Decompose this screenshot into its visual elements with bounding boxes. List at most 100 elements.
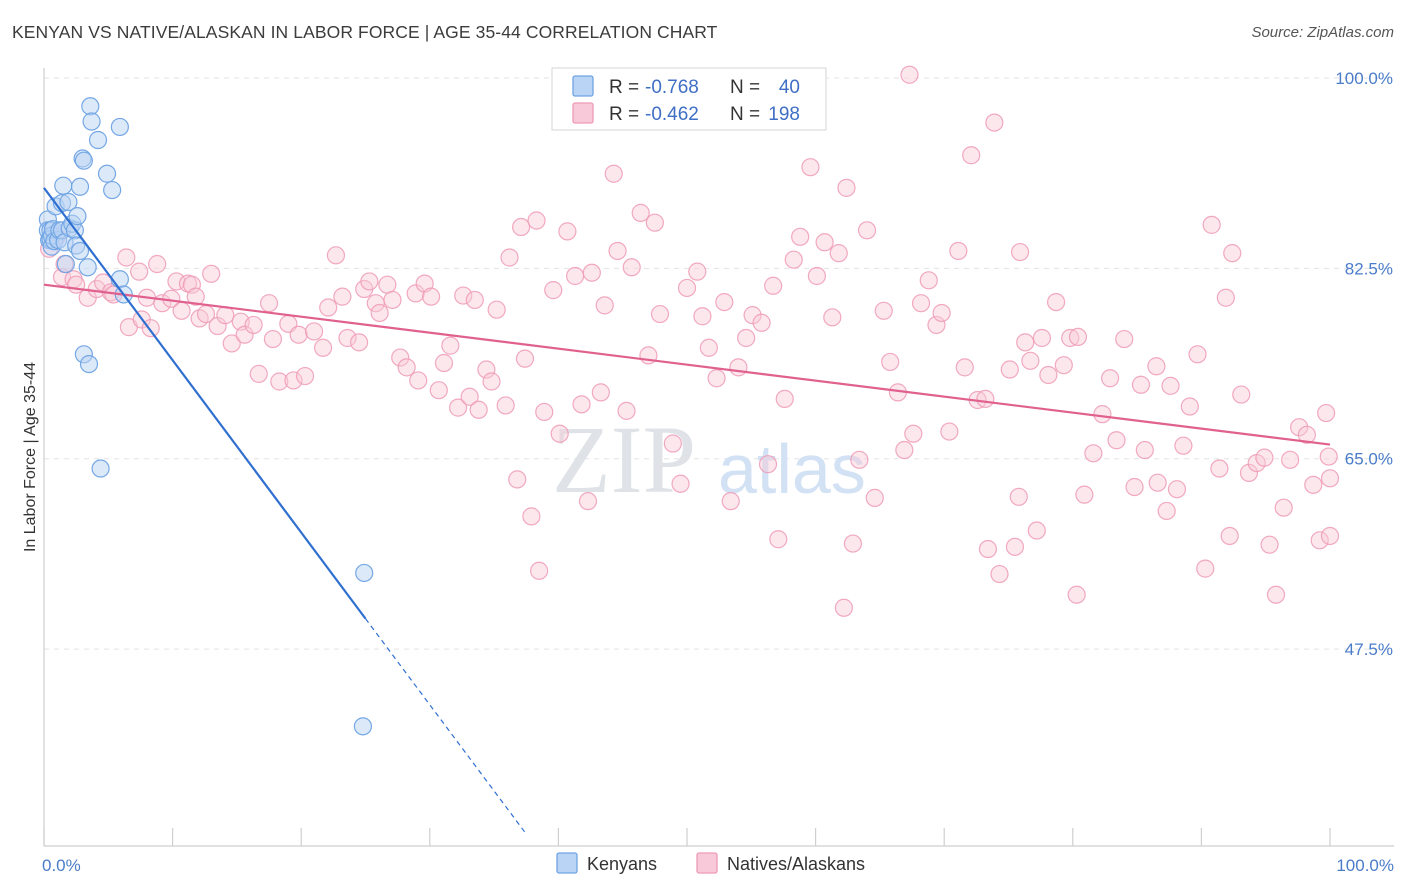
- native-point: [360, 272, 379, 291]
- trend-lines: [43, 187, 1331, 835]
- native-point: [409, 371, 428, 390]
- kenyan-point: [79, 354, 99, 374]
- native-point: [1188, 345, 1207, 364]
- native-point: [1319, 447, 1338, 466]
- watermark-zip: ZIP: [552, 406, 696, 513]
- kenyan-point: [59, 192, 78, 212]
- native-point: [148, 254, 167, 274]
- native-point: [167, 272, 186, 291]
- native-point: [222, 334, 241, 353]
- native-point: [1107, 431, 1126, 450]
- series-legend: Kenyans Natives/Alaskans: [556, 852, 865, 874]
- native-point: [1125, 477, 1144, 497]
- native-point: [604, 164, 623, 183]
- native-point: [319, 298, 338, 317]
- kenyan-point: [110, 270, 129, 289]
- native-point: [270, 372, 289, 391]
- native-r-label: R =: [609, 104, 639, 125]
- native-point: [391, 348, 410, 367]
- native-point: [1131, 375, 1151, 394]
- native-point: [1281, 450, 1300, 469]
- native-point: [919, 271, 938, 290]
- kenyan-trend-line: [43, 187, 367, 620]
- native-point: [87, 279, 106, 299]
- native-point: [1039, 365, 1058, 385]
- x-axis-ticks: [43, 828, 1331, 846]
- native-point: [932, 303, 951, 323]
- native-point: [434, 353, 454, 373]
- native-point: [284, 371, 303, 390]
- kenyans-swatch: [556, 852, 578, 874]
- native-point: [482, 372, 501, 391]
- native-point: [671, 474, 690, 493]
- native-point: [721, 492, 740, 511]
- native-point: [1093, 405, 1112, 424]
- native-point: [1032, 328, 1052, 348]
- native-point: [815, 233, 834, 252]
- native-point: [1223, 244, 1242, 263]
- kenyan-point: [56, 254, 75, 274]
- native-point: [1135, 440, 1154, 460]
- native-point: [881, 352, 900, 372]
- native-point: [829, 244, 848, 263]
- native-point: [522, 507, 541, 526]
- native-point: [1196, 559, 1215, 578]
- native-point: [186, 287, 205, 306]
- kenyan-point: [68, 207, 87, 226]
- stats-legend: R = -0.768 N = 40 R = -0.462 N = 198: [551, 67, 827, 131]
- native-point: [1054, 356, 1073, 375]
- native-point: [429, 381, 448, 400]
- native-point: [1027, 521, 1046, 540]
- x-tick-label-max: 100.0%: [1336, 856, 1394, 875]
- native-point: [582, 263, 601, 282]
- native-point: [1202, 215, 1221, 234]
- native-point: [752, 313, 771, 332]
- series-kenyans-points: [38, 97, 374, 736]
- native-point: [216, 306, 235, 325]
- native-point: [1000, 360, 1019, 379]
- native-point: [927, 315, 946, 335]
- native-point: [707, 369, 726, 388]
- kenyan-point: [81, 97, 100, 116]
- native-point: [263, 329, 283, 349]
- native-point: [1320, 469, 1340, 488]
- native-point: [496, 396, 515, 415]
- native-point: [784, 250, 803, 269]
- native-point: [130, 262, 149, 281]
- native-point: [688, 262, 707, 281]
- watermark: ZIP atlas: [552, 406, 866, 513]
- y-tick-label: 100.0%: [1335, 69, 1393, 88]
- native-point: [1317, 403, 1336, 423]
- native-point: [617, 401, 636, 420]
- native-point: [791, 227, 810, 246]
- native-point: [558, 222, 577, 241]
- native-point: [202, 264, 221, 283]
- native-n-value: 198: [768, 104, 800, 125]
- native-point: [807, 266, 826, 286]
- y-tick-label: 65.0%: [1345, 450, 1393, 469]
- native-point: [1174, 436, 1193, 455]
- native-point: [259, 294, 279, 313]
- native-point: [469, 400, 488, 419]
- native-point: [1310, 531, 1329, 550]
- native-point: [512, 217, 531, 237]
- y-axis-title: In Labor Force | Age 35-44: [22, 362, 39, 552]
- native-point: [1274, 498, 1293, 517]
- native-point: [378, 275, 397, 294]
- native-point: [1010, 242, 1030, 262]
- native-point: [1216, 288, 1235, 307]
- native-legend-swatch: [572, 102, 594, 124]
- native-point: [837, 178, 856, 197]
- kenyan-point: [353, 717, 373, 736]
- kenyan-legend-swatch: [572, 75, 594, 97]
- native-point: [1005, 537, 1025, 556]
- native-point: [421, 287, 441, 306]
- native-point: [1304, 475, 1323, 494]
- kenyan-point: [103, 180, 122, 200]
- native-point: [645, 213, 664, 232]
- native-point: [955, 358, 974, 377]
- native-point: [370, 303, 389, 323]
- native-point: [1260, 535, 1279, 554]
- native-point: [801, 158, 820, 177]
